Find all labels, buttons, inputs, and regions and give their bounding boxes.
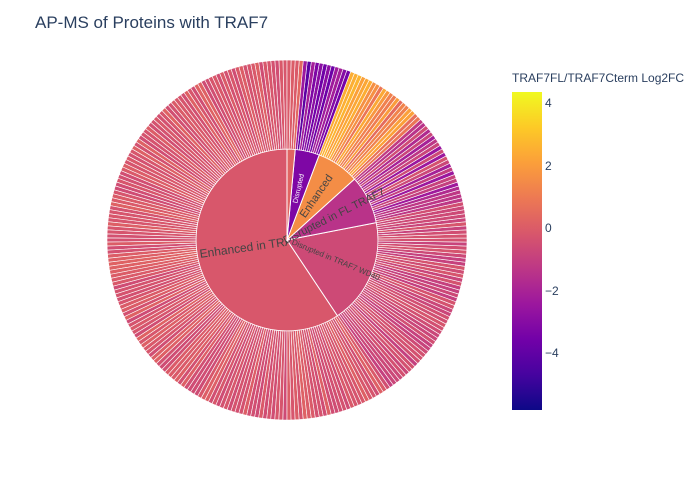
colorbar-title: TRAF7FL/TRAF7Cterm Log2FC: [512, 71, 685, 85]
chart-title: AP-MS of Proteins with TRAF7: [35, 13, 269, 32]
colorbar: [512, 92, 542, 410]
colorbar-tick: 2: [545, 158, 552, 173]
colorbar-tick: −4: [545, 345, 559, 360]
outer-leaf[interactable]: [286, 59, 292, 150]
colorbar-tick: 4: [545, 96, 552, 111]
colorbar-tick: −2: [545, 283, 559, 298]
colorbar-tick: 0: [545, 221, 552, 236]
